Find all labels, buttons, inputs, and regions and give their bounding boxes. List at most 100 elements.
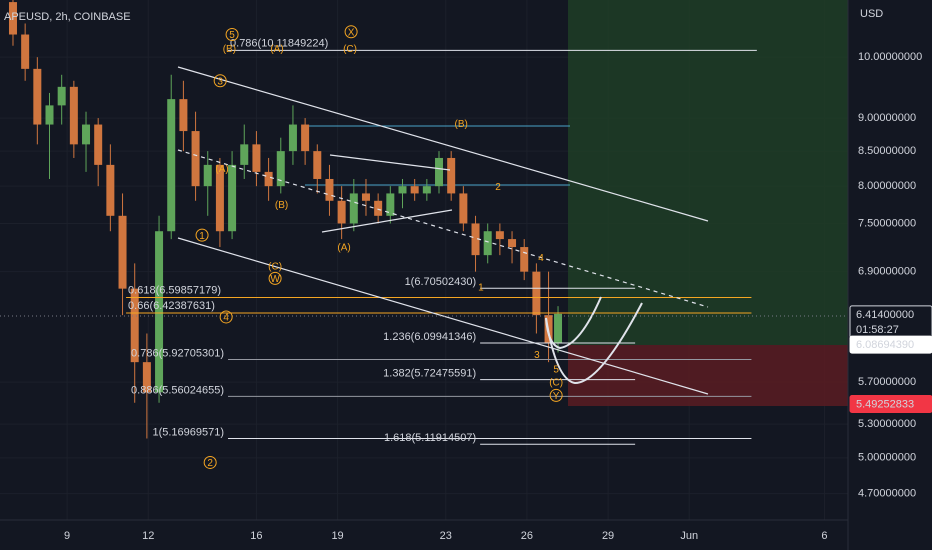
symbol-title: APEUSD, 2h, COINBASE [4,11,131,23]
candle-body [398,186,407,194]
y-tick-label: 9.00000000 [858,112,916,124]
wave-label: 5 [553,365,559,376]
candle-body [410,186,419,194]
wave-label: 4 [223,313,229,324]
wave-label: 3 [217,76,223,87]
candle-body [94,124,103,165]
candle-body [301,124,310,152]
x-tick-label: 12 [142,530,154,542]
x-tick-label: 9 [64,530,70,542]
wave-label: (C) [549,378,563,389]
candle-body [374,200,383,216]
candle-body [179,99,188,132]
projection-2 [545,302,643,385]
wave-label: Y [553,391,560,402]
candle-body [106,164,115,216]
y-tick-label: 5.30000000 [858,418,916,430]
candle-body [264,171,273,187]
x-tick-label: 19 [331,530,343,542]
fib-label: 0.886(5.56024655) [131,384,224,396]
upper-channel [177,66,709,222]
wave-label: (B) [275,200,288,211]
candle-body [8,2,17,35]
wave-labels: 5 3 1 2 4 (C) W X (C) (B) (A) (A) (B) (A) (B) 2 1 4 3 5 (C) Y [195,25,563,469]
x-tick-label: 29 [602,530,614,542]
wave-label: (C) [268,261,282,272]
candle-body [471,223,480,256]
drawings [177,66,709,395]
fib-label: 0.66(6.42387631) [128,300,215,312]
wave-label: W [270,274,280,285]
wave-label: (C) [343,44,357,55]
wave-label: X [348,27,355,38]
candle-body [459,193,468,224]
target-zone [568,0,848,345]
y-tick-label: 8.50000000 [858,145,916,157]
x-tick-label: Jun [680,530,698,542]
candle-body [554,313,563,343]
axes: 9 12 16 19 23 26 29 Jun 610.000000009.000000008.… [64,51,932,542]
y-tick-label: 7.50000000 [858,217,916,229]
candle-body [57,86,66,106]
price-badge-timer: 01:58:27 [856,324,899,336]
x-tick-label: 16 [250,530,262,542]
wave-label: (A) [337,243,350,254]
candle-body [520,247,529,272]
x-tick-label: 23 [440,530,452,542]
y-tick-label: 4.70000000 [858,487,916,499]
candle-body [215,164,224,232]
candle-body [313,151,322,179]
candle-body [130,288,139,363]
price-badge-label: 6.08694390 [856,339,914,351]
candle-body [82,124,91,145]
x-tick-label: 6 [821,530,827,542]
wave-label: (A) [270,44,283,55]
candle-body [45,105,54,125]
x-tick-label: 26 [521,530,533,542]
wave-label: 2 [207,458,213,469]
fib-label: 1.236(6.09941346) [383,331,476,343]
candle-body [288,124,297,152]
wave-circle [225,28,239,42]
wave-circle [203,455,217,469]
wave-label: 1 [478,283,484,294]
wave-label: 2 [495,182,501,193]
wave-circle [213,74,227,88]
triangle-top [329,154,451,171]
candle-body [155,231,164,393]
fib-label: 1.382(5.72475591) [383,367,476,379]
price-badge-label: 5.49252833 [856,398,914,410]
triangle-bottom [321,209,453,233]
lower-channel [177,237,709,395]
wave-circle [549,388,563,402]
candle-body [386,193,395,216]
wave-circle [268,271,282,285]
candle-body [422,186,431,194]
currency: USD [860,8,883,20]
candle-body [228,164,237,232]
candle-body [435,157,444,187]
candle-body [361,193,370,201]
fib-label: 1(6.70502430) [405,276,477,288]
candle-body [69,86,78,145]
candle-body [240,144,249,165]
candle-body [349,193,358,224]
candle-body [532,271,541,316]
y-tick-label: 10.00000000 [858,51,922,63]
wave-circle [344,25,358,39]
candles [8,0,563,439]
wave-label: 4 [538,253,544,264]
stop-zone [568,345,848,406]
y-tick-label: 5.70000000 [858,376,916,388]
candle-body [191,131,200,187]
candle-body [447,157,456,194]
wave-label: (B) [223,44,236,55]
fib-label: 0.786(10.11849224) [230,37,328,49]
wave-label: 3 [534,350,540,361]
candle-body [203,164,212,187]
price-badge [849,335,932,354]
candle-body [325,178,334,201]
wave-circle [195,228,209,242]
levels: 0.786(10.11849224) 0.618(6.59857179) 0.66(… [126,37,757,445]
